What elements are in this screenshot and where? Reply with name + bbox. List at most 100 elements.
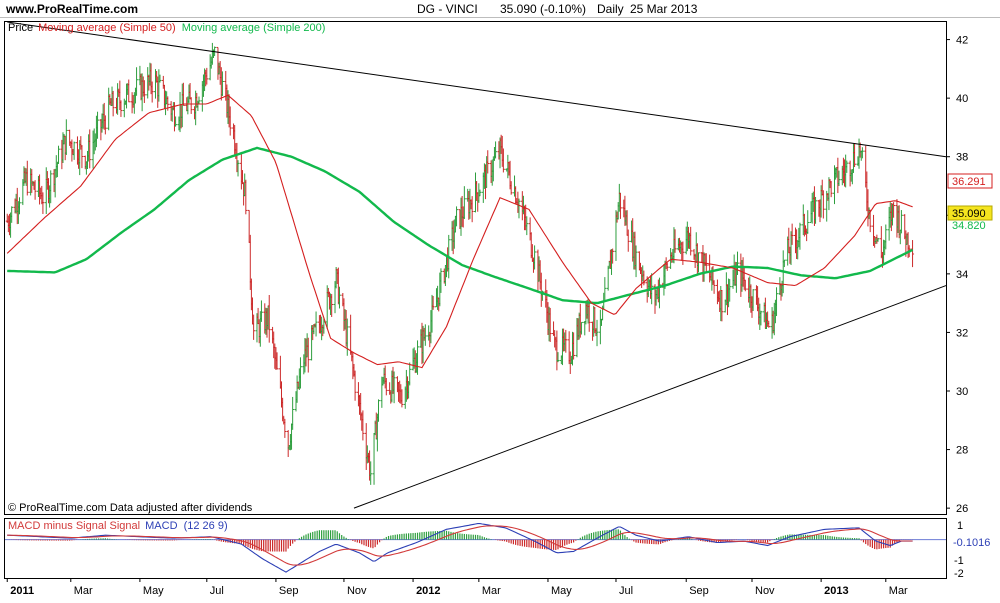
ohlc-bar	[174, 116, 178, 127]
ohlc-bar	[884, 224, 888, 250]
date-label: 25 Mar 2013	[630, 2, 698, 16]
ohlc-bar	[64, 119, 68, 156]
ohlc-bar	[111, 90, 115, 117]
ohlc-bar	[626, 229, 630, 252]
ohlc-bar	[142, 80, 146, 103]
ohlc-bar	[337, 286, 341, 309]
ohlc-bar	[806, 210, 810, 234]
ohlc-bar	[712, 280, 716, 294]
legend: Price Moving average (Simple 50) Moving …	[8, 22, 325, 34]
ohlc-bar	[259, 300, 263, 322]
ohlc-bar	[525, 216, 529, 236]
macd-line	[7, 523, 913, 573]
ohlc-bar	[517, 198, 521, 219]
y-tick-label: 30	[956, 386, 968, 398]
ohlc-bar	[665, 262, 669, 271]
site-label[interactable]: www.ProRealTime.com	[5, 2, 138, 16]
ohlc-bar	[556, 352, 560, 363]
ohlc-bar	[642, 270, 646, 286]
ohlc-bar	[392, 371, 396, 404]
legend-price: Price	[8, 22, 33, 34]
ohlc-bar	[88, 129, 92, 169]
ohlc-bar	[377, 399, 381, 422]
quote-label: 35.090 (-0.10%)	[500, 2, 586, 16]
ohlc-bar	[17, 197, 21, 215]
ma200-tag: 34.820	[952, 220, 986, 232]
macd-ytick-1: 1	[957, 520, 963, 532]
ohlc-bar	[455, 206, 459, 227]
ohlc-bar	[439, 268, 443, 293]
ohlc-bar	[860, 147, 864, 159]
x-tick-label: Mar	[74, 585, 93, 597]
ohlc-bar	[782, 259, 786, 268]
ohlc-bar	[33, 180, 37, 200]
last-price-tag-box	[947, 205, 993, 221]
period-label: Daily	[597, 2, 624, 16]
macd-legend-params: (12 26 9)	[184, 520, 228, 532]
ohlc-bar	[135, 67, 139, 96]
ohlc-bar	[533, 245, 537, 270]
ohlc-bar	[49, 170, 53, 204]
ohlc-bar	[10, 206, 14, 223]
ohlc-bar	[845, 160, 849, 173]
ohlc-bar	[689, 226, 693, 256]
macd-legend-histogram: MACD minus Signal Signal	[8, 520, 140, 532]
ohlc-bar	[868, 209, 872, 233]
ohlc-bar	[579, 321, 583, 335]
x-tick-label: May	[551, 585, 572, 597]
ohlc-bar	[150, 81, 154, 103]
ohlc-bar	[228, 106, 232, 136]
ohlc-bar	[564, 329, 568, 353]
x-tick-label: Jul	[619, 585, 633, 597]
x-tick-label: 2012	[416, 585, 440, 597]
ohlc-bars	[5, 42, 915, 485]
x-tick-label: Nov	[347, 585, 367, 597]
ohlc-bar	[595, 319, 599, 347]
ohlc-bar	[361, 410, 365, 441]
ohlc-bar	[892, 202, 896, 218]
ohlc-bar	[728, 279, 732, 302]
ohlc-bar	[618, 192, 622, 219]
ohlc-bar	[657, 277, 661, 309]
x-tick-label: Mar	[482, 585, 501, 597]
ohlc-bar	[25, 160, 29, 196]
x-tick-label: Jul	[210, 585, 224, 597]
ohlc-bar	[41, 192, 45, 214]
ohlc-bar	[384, 377, 388, 396]
ma200-line	[7, 146, 914, 305]
ohlc-bar	[57, 145, 61, 164]
ohlc-bar	[775, 287, 779, 317]
ohlc-bar	[829, 180, 833, 198]
ohlc-bar	[197, 96, 201, 104]
ohlc-bar	[814, 196, 818, 224]
macd-value-box	[948, 535, 996, 548]
ohlc-bar	[572, 332, 576, 360]
ohlc-bar	[345, 318, 349, 356]
ohlc-bar	[119, 100, 123, 117]
ohlc-bar	[462, 186, 466, 219]
ohlc-bar	[400, 389, 404, 408]
ohlc-bar	[416, 340, 420, 375]
ma50-tag-box	[947, 173, 993, 189]
ohlc-bar	[876, 237, 880, 242]
ohlc-bar	[821, 190, 825, 219]
ohlc-bar	[743, 279, 747, 292]
ohlc-bar	[369, 461, 373, 485]
y-tick-label: 40	[956, 93, 968, 105]
ohlc-bar	[330, 294, 334, 317]
trendlines	[7, 21, 947, 509]
ma50-tag: 36.291	[952, 176, 986, 188]
ohlc-bar	[798, 222, 802, 250]
x-tick-label: Sep	[279, 585, 299, 597]
ohlc-bar	[291, 396, 295, 430]
ohlc-bar	[181, 82, 185, 106]
ohlc-bar	[423, 324, 427, 346]
ohlc-bar	[80, 145, 84, 169]
macd-panel-frame	[4, 518, 947, 579]
ohlc-bar	[478, 189, 482, 197]
ohlc-bar	[306, 337, 310, 373]
signal-line	[7, 525, 913, 566]
ohlc-bar	[283, 418, 287, 438]
y-tick-label: 42	[956, 35, 968, 47]
